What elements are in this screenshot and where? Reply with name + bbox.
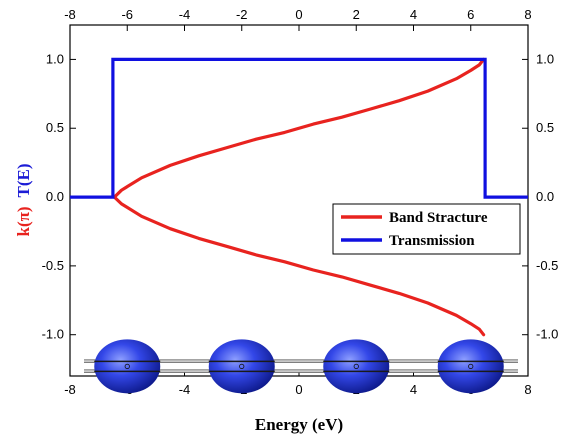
y-axis-title-k: k(π) [14, 206, 33, 236]
atom [437, 339, 504, 394]
y-tick-label-left: -0.5 [42, 258, 64, 273]
y-tick-label-right: -0.5 [536, 258, 558, 273]
y-axis-title-t: T(E) [14, 163, 33, 197]
atom-nucleus [239, 363, 245, 369]
atom [208, 339, 275, 394]
band-structure-upper-branch [112, 57, 486, 199]
x-tick-label-top: 8 [524, 7, 531, 22]
atom [323, 339, 390, 394]
x-tick-label-bottom: 4 [410, 382, 417, 397]
x-tick-label-bottom: -4 [179, 382, 191, 397]
transmission-line [70, 57, 528, 199]
x-tick-label-top: -8 [64, 7, 76, 22]
y-tick-label-left: 1.0 [46, 51, 64, 66]
x-axis-title: Energy (eV) [255, 415, 343, 434]
atom-chain [84, 339, 518, 394]
x-tick-label-top: 6 [467, 7, 474, 22]
y-tick-label-left: 0.0 [46, 189, 64, 204]
y-tick-label-right: 0.5 [536, 120, 554, 135]
legend: Band Stracture Transmission [332, 203, 521, 255]
y-tick-label-right: 0.0 [536, 189, 554, 204]
atom-nucleus [353, 363, 359, 369]
y-tick-label-left: -1.0 [42, 327, 64, 342]
x-tick-label-bottom: 8 [524, 382, 531, 397]
x-tick-label-bottom: 0 [295, 382, 302, 397]
legend-box [332, 203, 521, 255]
legend-label-transmission: Transmission [389, 233, 475, 249]
x-tick-label-top: 0 [295, 7, 302, 22]
atom-nucleus [468, 363, 474, 369]
x-tick-label-top: -6 [121, 7, 133, 22]
x-tick-label-bottom: -8 [64, 382, 76, 397]
atom-nucleus [124, 363, 130, 369]
x-tick-label-top: 2 [353, 7, 360, 22]
x-tick-label-top: -4 [179, 7, 191, 22]
chain-bond-upper [84, 359, 518, 363]
y-tick-label-right: 1.0 [536, 51, 554, 66]
y-axis-title: k(π) T(E) [14, 163, 33, 236]
x-tick-label-top: -2 [236, 7, 248, 22]
band-structure-lower-branch [112, 195, 486, 337]
y-tick-label-left: 0.5 [46, 120, 64, 135]
x-tick-label-top: 4 [410, 7, 417, 22]
y-tick-label-right: -1.0 [536, 327, 558, 342]
legend-label-band: Band Stracture [389, 210, 488, 226]
atom [94, 339, 161, 394]
series [70, 57, 528, 337]
chain-bond-lower [84, 369, 518, 373]
